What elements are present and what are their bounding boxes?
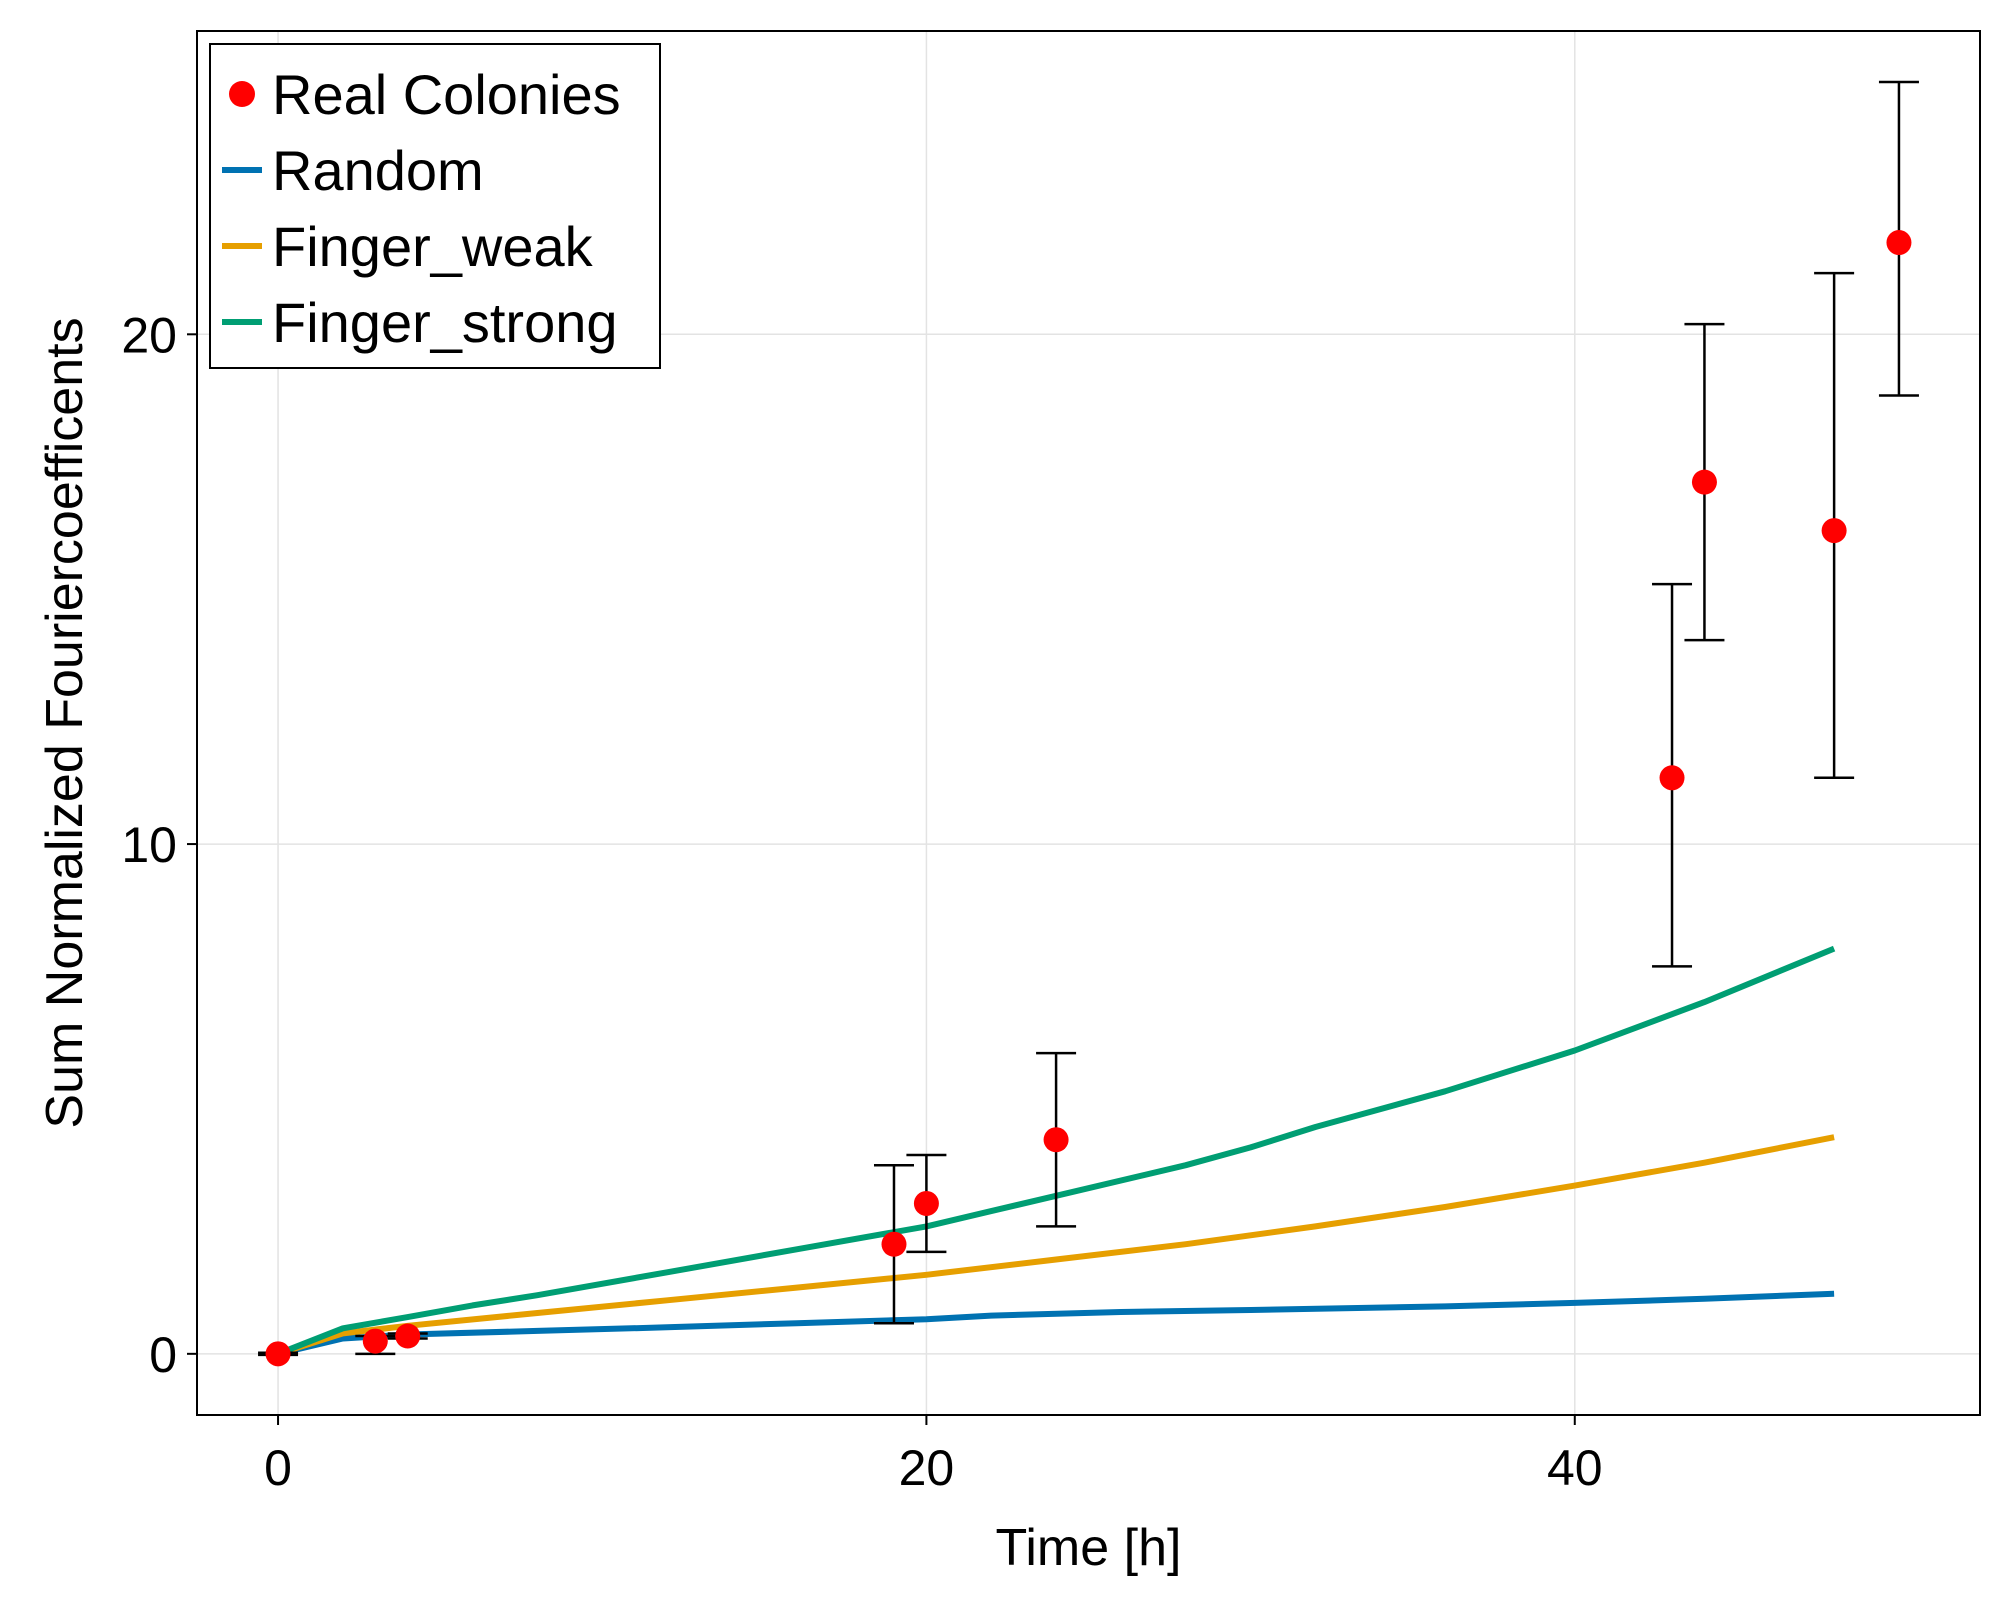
legend-item-finger-weak: Finger_weak xyxy=(222,215,594,278)
data-point-real-colonies xyxy=(265,1341,291,1367)
data-point-real-colonies xyxy=(1691,469,1717,495)
y-tick-label-0: 0 xyxy=(149,1327,177,1383)
data-point-real-colonies xyxy=(881,1231,907,1257)
legend-label-finger-weak: Finger_weak xyxy=(272,215,594,278)
axis-ticks: 0 20 40 0 10 20 xyxy=(121,307,1602,1496)
plot-frame xyxy=(196,30,1981,1416)
legend: Real Colonies Random Finger_weak Finger_… xyxy=(209,43,661,369)
x-axis-label: Time [h] xyxy=(996,1519,1182,1577)
y-axis-label: Sum Normalized Fouriercoefficents xyxy=(36,317,94,1128)
series-line-random xyxy=(277,1290,1835,1357)
legend-box xyxy=(209,43,661,369)
data-point-real-colonies xyxy=(395,1323,421,1349)
data-point-real-colonies xyxy=(362,1328,388,1354)
data-point-real-colonies xyxy=(913,1190,939,1216)
x-tick-label-1: 20 xyxy=(899,1440,955,1496)
legend-item-random: Random xyxy=(222,139,484,202)
legend-label-real-colonies: Real Colonies xyxy=(272,63,621,126)
series-line-finger-strong xyxy=(276,945,1836,1357)
y-tick-label-1: 10 xyxy=(121,817,177,873)
legend-marker-real-colonies xyxy=(229,81,255,107)
y-tick-label-2: 20 xyxy=(121,307,177,363)
data-point-real-colonies xyxy=(1886,230,1912,256)
legend-item-real-colonies: Real Colonies xyxy=(229,63,621,126)
series-line-finger-weak xyxy=(277,1134,1835,1357)
x-tick-label-2: 40 xyxy=(1547,1440,1603,1496)
x-tick-label-0: 0 xyxy=(264,1440,292,1496)
legend-label-random: Random xyxy=(272,139,484,202)
legend-label-finger-strong: Finger_strong xyxy=(272,291,618,354)
legend-item-finger-strong: Finger_strong xyxy=(222,291,618,354)
data-point-real-colonies xyxy=(1043,1127,1069,1153)
data-point-real-colonies xyxy=(1659,765,1685,791)
data-point-real-colonies xyxy=(1821,518,1847,544)
plot-series xyxy=(258,80,1919,1367)
